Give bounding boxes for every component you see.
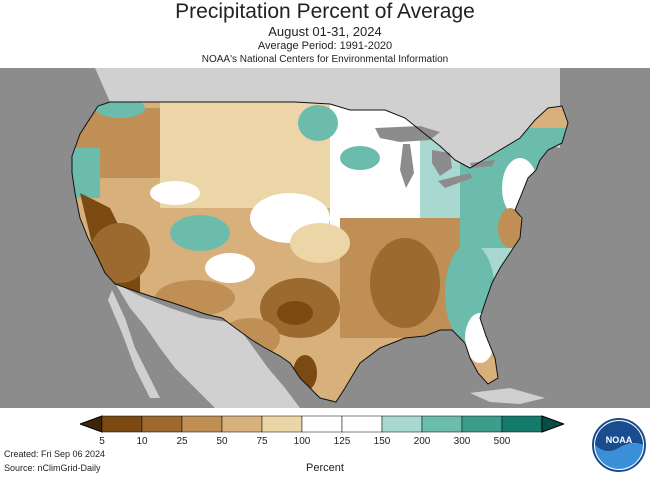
- lake-erie: [438, 173, 472, 188]
- source-label: Source: nClimGrid-Daily: [4, 463, 101, 473]
- noaa-logo-text: NOAA: [606, 435, 633, 445]
- legend-swatch: [341, 415, 383, 433]
- legend-ticks: 5 10 25 50 75 100 125 150 200 300 500: [0, 436, 650, 450]
- us-precip-map: [0, 68, 650, 408]
- lake-superior: [375, 126, 440, 142]
- map-area: [0, 68, 650, 408]
- mexico-land: [115, 283, 300, 408]
- legend-tick-label: 50: [216, 436, 228, 447]
- lake-ontario: [470, 160, 495, 168]
- legend-swatch: [101, 415, 143, 433]
- legend-swatch: [501, 415, 543, 433]
- legend-swatch: [301, 415, 343, 433]
- map-subtitle: August 01-31, 2024: [268, 24, 382, 39]
- legend-swatch: [421, 415, 463, 433]
- legend-tick-label: 150: [373, 436, 391, 447]
- legend-swatch: [461, 415, 503, 433]
- legend-high-arrow: [541, 415, 566, 433]
- cuba-land: [470, 388, 545, 404]
- baja-land: [108, 290, 160, 398]
- created-label: Created: Fri Sep 06 2024: [4, 449, 106, 459]
- lake-michigan: [400, 144, 414, 188]
- legend-tick-label: 125: [333, 436, 351, 447]
- average-period: Average Period: 1991-2020: [257, 40, 393, 52]
- color-legend: [78, 414, 566, 434]
- legend-bar: [78, 415, 566, 433]
- legend-tick-label: 200: [413, 436, 431, 447]
- legend-tick-label: 75: [256, 436, 268, 447]
- legend-units: Percent: [306, 462, 344, 474]
- lake-huron: [432, 150, 452, 176]
- legend-tick-label: 25: [176, 436, 188, 447]
- legend-tick-label: 500: [493, 436, 511, 447]
- legend-tick-label: 100: [293, 436, 311, 447]
- legend-tick-label: 300: [453, 436, 471, 447]
- agency-label: NOAA's National Centers for Environmenta…: [201, 54, 449, 65]
- noaa-logo: NOAA: [592, 418, 646, 472]
- legend-swatch: [181, 415, 223, 433]
- legend-swatch: [141, 415, 183, 433]
- canada-land: [95, 68, 560, 168]
- legend-tick-label: 5: [99, 436, 105, 447]
- legend-swatch: [261, 415, 303, 433]
- legend-low-arrow: [78, 415, 103, 433]
- legend-swatch: [381, 415, 423, 433]
- legend-swatch: [221, 415, 263, 433]
- us-precip-field: [72, 102, 568, 402]
- legend-tick-label: 10: [136, 436, 148, 447]
- map-title: Precipitation Percent of Average: [175, 0, 475, 23]
